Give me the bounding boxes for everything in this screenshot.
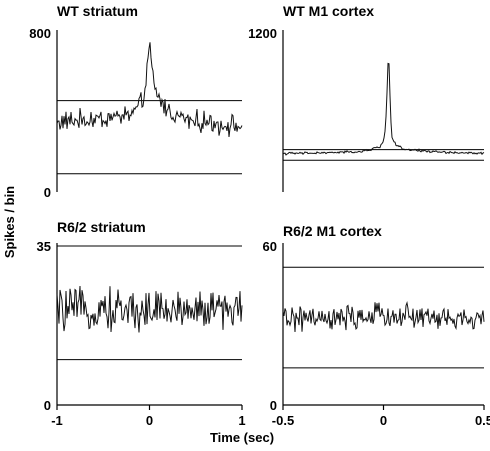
r62-striatum-y-tick-label: 35 <box>37 239 51 254</box>
r62-m1-cortex-trace <box>282 300 485 333</box>
wt-m1-cortex-trace <box>282 62 485 156</box>
wt-striatum-y-tick-label: 800 <box>29 26 51 41</box>
wt-striatum-title: WT striatum <box>57 3 138 19</box>
wt-striatum-y-tick-label: 0 <box>44 185 51 200</box>
figure-y-axis-label: Spikes / bin <box>2 186 17 258</box>
r62-striatum-title: R6/2 striatum <box>57 219 146 235</box>
wt-m1-cortex-y-tick-label: 1200 <box>248 26 277 41</box>
r62-striatum-x-tick-label: 1 <box>238 413 245 428</box>
r62-m1-cortex-title: R6/2 M1 cortex <box>283 223 382 239</box>
figure-x-axis-label: Time (sec) <box>210 430 274 445</box>
r62-m1-cortex-x-tick-label: 0 <box>380 413 387 428</box>
r62-m1-cortex-y-tick-label: 60 <box>263 239 277 254</box>
wt-striatum-trace <box>56 42 243 138</box>
r62-m1-cortex-x-tick-label: -0.5 <box>272 413 294 428</box>
panel-wt-m1-cortex: WT M1 cortex 1200 <box>248 3 485 192</box>
r62-striatum-x-tick-label: 0 <box>146 413 153 428</box>
r62-striatum-x-tick-label: -1 <box>51 413 63 428</box>
panels: WT striatum 0 800 WT M1 cortex 1200 R6/2 stri… <box>29 3 490 428</box>
r62-striatum-trace <box>56 285 243 333</box>
r62-m1-cortex-x-tick-label: 0.5 <box>475 413 490 428</box>
r62-striatum-y-tick-label: 0 <box>44 398 51 413</box>
r62-m1-cortex-y-tick-label: 0 <box>270 398 277 413</box>
panel-wt-striatum: WT striatum 0 800 <box>29 3 243 200</box>
wt-m1-cortex-title: WT M1 cortex <box>283 3 374 19</box>
